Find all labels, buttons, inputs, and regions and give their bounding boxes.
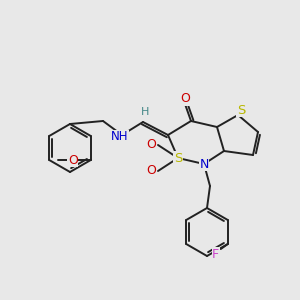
Text: NH: NH [111,130,129,143]
Text: F: F [212,248,219,260]
Text: O: O [68,154,78,166]
Text: S: S [174,152,182,164]
Text: H: H [141,107,149,117]
Text: S: S [237,103,245,116]
Text: O: O [180,92,190,106]
Text: O: O [146,164,156,178]
Text: O: O [146,139,156,152]
Text: N: N [199,158,209,170]
